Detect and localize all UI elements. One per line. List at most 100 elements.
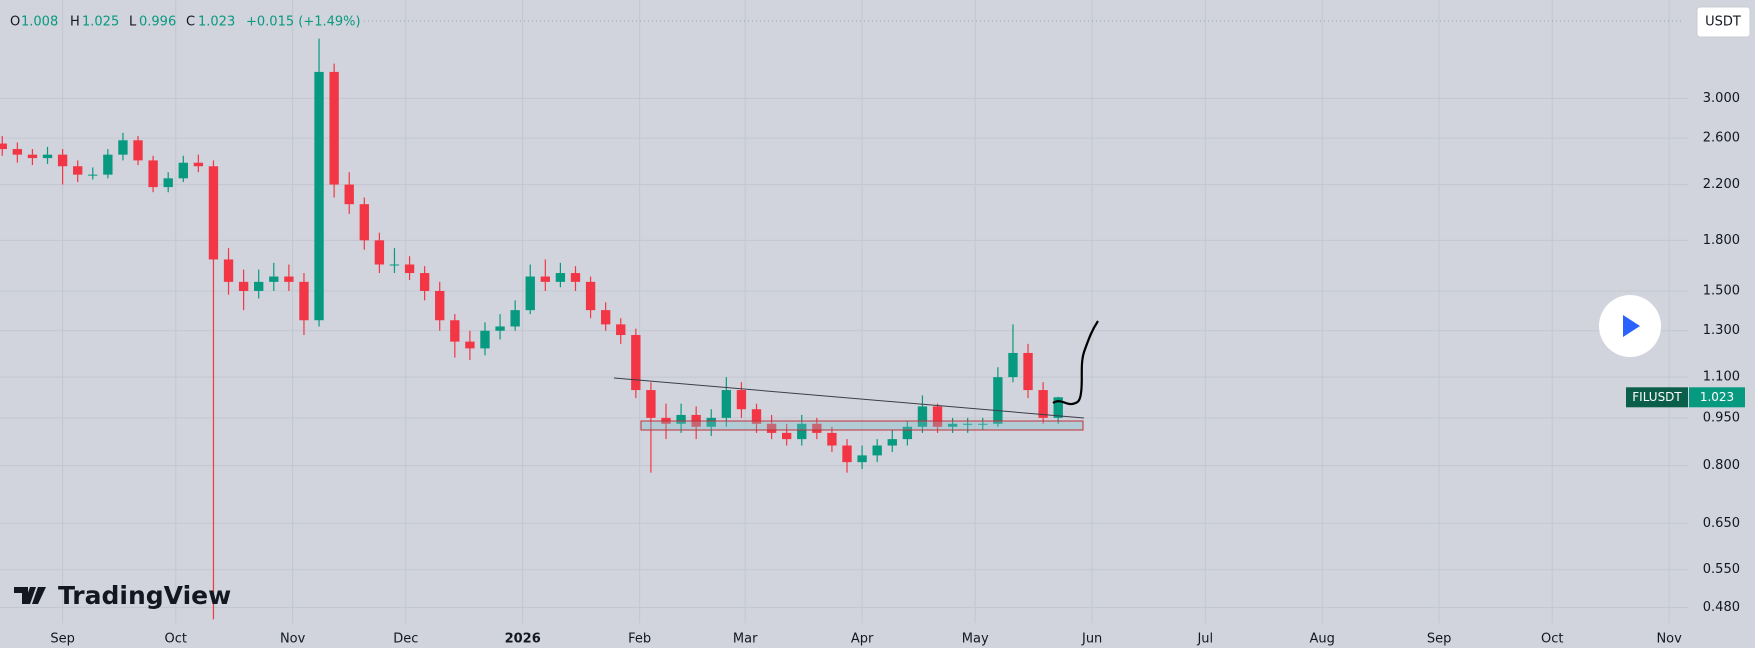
candle-body (600, 310, 611, 325)
low-label: L (129, 15, 137, 30)
candle-body (766, 423, 777, 433)
candle-body (12, 149, 23, 155)
x-tick-label: May (962, 632, 989, 647)
candle-body (616, 324, 626, 336)
candle-body (314, 71, 324, 321)
candle-body (299, 281, 309, 321)
symbol-label: FILUSDT (1632, 390, 1682, 404)
candle-body (1008, 352, 1018, 378)
y-tick-label: 1.800 (1703, 233, 1740, 248)
ohlc-header: O 1.008 H 1.025 L 0.996 C 1.023 +0.015 (… (10, 15, 361, 30)
x-tick-label: Nov (280, 632, 306, 647)
projection-drawing (1052, 320, 1099, 406)
candle-body (269, 276, 279, 282)
x-tick-label: Sep (50, 632, 75, 647)
x-tick-label: Aug (1309, 632, 1334, 647)
y-tick-label: 0.650 (1703, 516, 1740, 531)
candle-body (510, 310, 520, 327)
candle-body (374, 240, 385, 265)
candle-body (585, 281, 596, 311)
candle-body (465, 341, 475, 349)
y-tick-label: 2.600 (1703, 131, 1740, 146)
x-tick-label: Dec (393, 632, 418, 647)
x-tick-label: Oct (1541, 632, 1563, 647)
candle-body (344, 184, 354, 205)
candle-body (676, 414, 686, 424)
open-label: O (10, 15, 20, 30)
y-tick-label: 0.480 (1703, 600, 1740, 615)
candle-body (103, 154, 113, 175)
candle-body (646, 390, 656, 418)
candle-body (57, 154, 68, 167)
currency-button[interactable] (1696, 6, 1751, 38)
candle-body (450, 320, 460, 342)
candle-body (254, 281, 264, 291)
candle-body (993, 377, 1003, 424)
x-tick-label: Oct (164, 632, 186, 647)
candle-body (223, 259, 234, 282)
price-tag (1689, 387, 1745, 408)
candle-body (42, 154, 53, 159)
candle-body (208, 166, 219, 260)
x-tick-label: Jul (1196, 632, 1213, 647)
candle-body (842, 445, 852, 463)
candle-body (178, 162, 188, 179)
candle-body (721, 390, 732, 418)
x-tick-label: Apr (851, 632, 874, 647)
candle-body (73, 166, 83, 175)
candle-body (480, 330, 490, 349)
candle-body (872, 445, 882, 456)
candle-body (706, 417, 716, 427)
trend-line (613, 377, 1085, 419)
y-tick-label: 1.300 (1703, 323, 1740, 338)
candle-body (1038, 390, 1048, 418)
x-tick-label: Jun (1081, 632, 1102, 647)
candle-body (797, 423, 807, 440)
candle-body (978, 423, 988, 425)
x-tick-label: 2026 (505, 632, 541, 647)
candle-body (88, 174, 98, 176)
candle-body (917, 406, 928, 427)
candle-body (540, 276, 550, 282)
candle-body (1053, 397, 1063, 418)
candles (0, 38, 1063, 620)
close-label: C (186, 15, 195, 30)
last-price: FILUSDT 1.023 (1626, 387, 1745, 408)
candle-body (148, 160, 158, 188)
candle-body (857, 455, 867, 463)
symbol-tag (1626, 387, 1688, 408)
x-tick-label: Nov (1656, 632, 1682, 647)
y-tick-label: 2.200 (1703, 177, 1740, 192)
x-tick-label: Mar (733, 632, 758, 647)
x-tick-label: Sep (1427, 632, 1452, 647)
play-icon (1623, 315, 1640, 337)
candle-body (812, 423, 822, 433)
candle-body (435, 290, 445, 321)
brand-logo: TradingView (14, 581, 231, 610)
brand-icon (14, 587, 46, 604)
y-tick-label: 3.000 (1703, 91, 1740, 106)
candle-body (495, 326, 505, 331)
candle-body (389, 264, 400, 266)
candle-body (27, 154, 38, 159)
candle-body (631, 335, 641, 391)
candle-body (118, 140, 128, 155)
price-label: 1.023 (1700, 390, 1734, 404)
y-tick-label: 1.500 (1703, 283, 1740, 298)
close-value: 1.023 (198, 15, 235, 30)
play-button[interactable] (1599, 295, 1661, 357)
candle-body (887, 439, 897, 446)
candle-body (902, 426, 913, 440)
candle-body (404, 264, 415, 274)
candle-body (525, 276, 535, 311)
candle-body (133, 140, 143, 161)
y-tick-label: 0.800 (1703, 458, 1740, 473)
candle-body (163, 178, 173, 188)
open-value: 1.008 (21, 15, 58, 30)
candle-body (932, 406, 943, 427)
candle-body (1023, 352, 1033, 391)
candle-body (570, 273, 581, 282)
candle-body (963, 423, 973, 425)
